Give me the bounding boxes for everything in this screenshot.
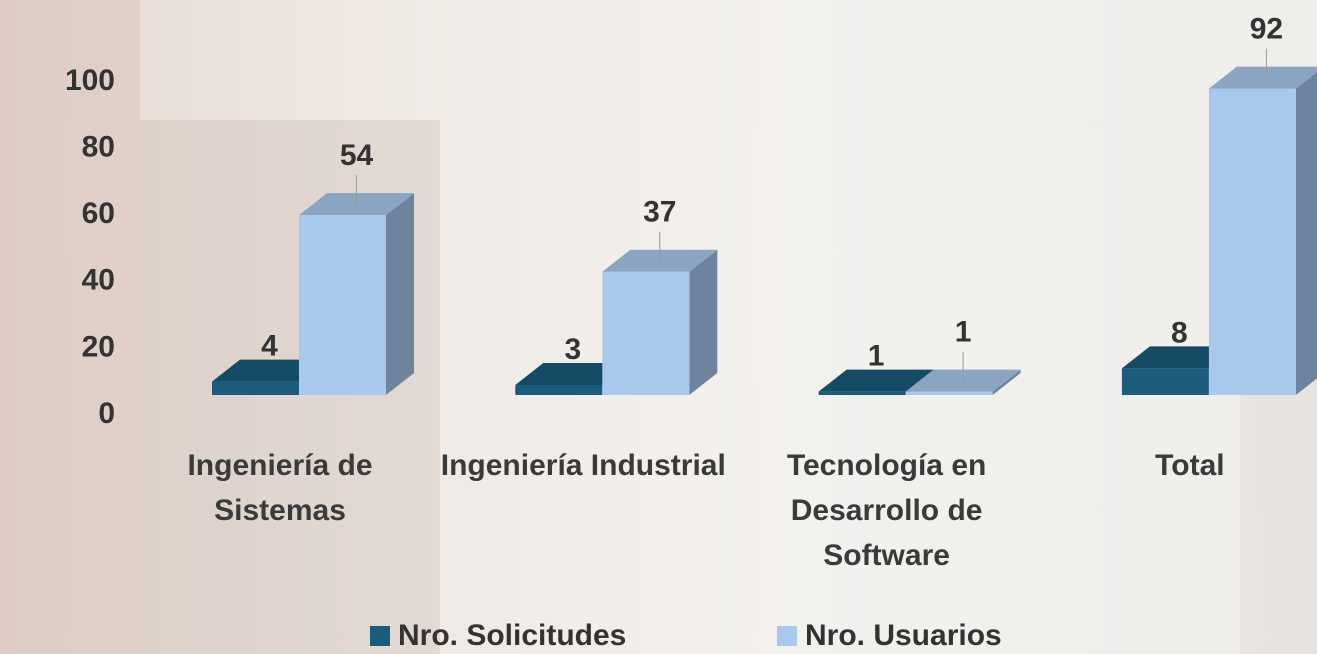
bar-side xyxy=(992,369,1021,395)
bar-front xyxy=(515,385,603,395)
x-tick-label: Ingeniería Industrial xyxy=(440,449,726,482)
legend-label: Nro. Usuarios xyxy=(805,619,1002,652)
bar-front xyxy=(1121,368,1209,395)
bar-side xyxy=(1295,72,1317,395)
bar-side xyxy=(689,249,718,395)
bar-front xyxy=(299,215,386,395)
value-label: 92 xyxy=(1250,13,1283,46)
value-label: 1 xyxy=(955,316,972,349)
value-label: 3 xyxy=(564,333,581,366)
value-label: 54 xyxy=(340,139,374,172)
y-tick-label: 60 xyxy=(82,197,115,230)
x-tick-label: Ingeniería de Sistemas xyxy=(187,449,373,527)
y-tick-label: 80 xyxy=(82,131,115,164)
bar-front xyxy=(602,271,690,395)
y-tick-label: 0 xyxy=(98,397,115,430)
bar-top xyxy=(212,359,327,382)
bar-front xyxy=(1208,88,1296,395)
x-tick-label: Tecnología en Desarrollo de Software xyxy=(786,449,987,572)
bar-top xyxy=(818,369,934,392)
legend-swatch xyxy=(370,626,390,646)
y-tick-label: 40 xyxy=(82,264,115,297)
value-label: 8 xyxy=(1171,316,1188,349)
bar-top xyxy=(1121,346,1237,369)
bar xyxy=(299,193,414,395)
x-tick-label: Total xyxy=(1155,449,1225,482)
bar-top xyxy=(1208,66,1317,89)
bar-front xyxy=(212,381,299,395)
legend-swatch xyxy=(777,626,797,646)
value-label: 37 xyxy=(643,196,676,229)
bar-front xyxy=(905,391,993,395)
legend-label: Nro. Solicitudes xyxy=(398,619,626,652)
y-tick-label: 20 xyxy=(82,330,115,363)
value-label: 1 xyxy=(868,340,885,373)
y-tick-label: 100 xyxy=(65,64,115,97)
bar-top xyxy=(515,363,631,386)
value-label: 4 xyxy=(261,330,278,363)
bar xyxy=(1208,66,1317,395)
bar-side xyxy=(386,193,414,395)
bar xyxy=(602,249,718,395)
bar-front xyxy=(818,391,906,395)
